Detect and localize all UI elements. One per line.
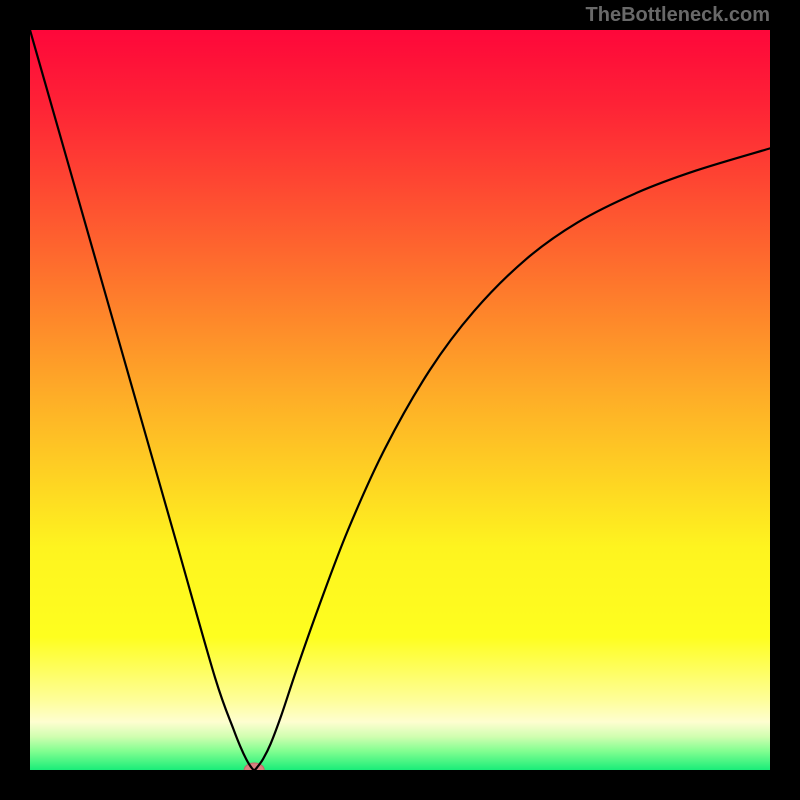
- chart-canvas: TheBottleneck.com: [0, 0, 800, 800]
- watermark-text: TheBottleneck.com: [586, 4, 770, 27]
- plot-area: [30, 30, 770, 770]
